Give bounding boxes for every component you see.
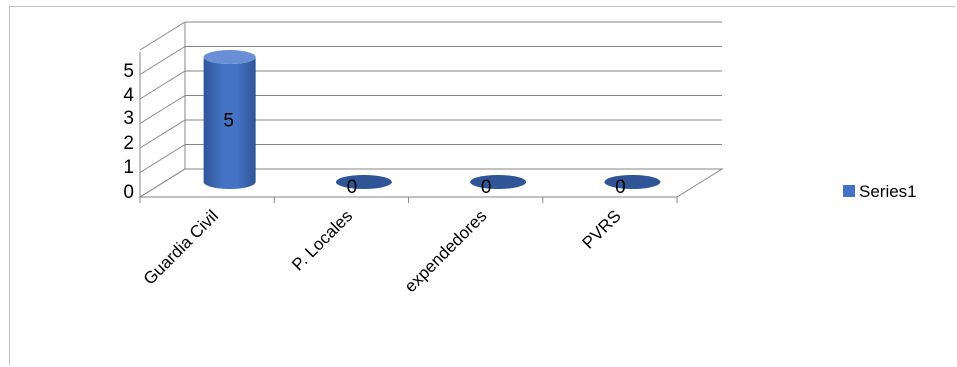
data-label: 0 — [481, 177, 492, 198]
y-tick-label: 0 — [123, 182, 134, 203]
y-tick-label: 4 — [123, 85, 134, 106]
legend-label: Series1 — [859, 182, 917, 201]
chart-area — [9, 6, 955, 365]
data-label: 5 — [223, 111, 234, 132]
bar-base — [470, 175, 527, 189]
bar: 5 — [203, 50, 256, 190]
bar: 0 — [470, 175, 527, 198]
y-tick-label: 1 — [123, 157, 134, 178]
bar-body — [203, 57, 256, 190]
y-tick-label: 3 — [123, 108, 134, 129]
x-tick-label: P. Locales — [288, 206, 356, 274]
chart-grid — [138, 21, 724, 198]
bar-base — [335, 175, 392, 189]
bar: 0 — [335, 175, 392, 198]
x-tick-label: PVRS — [579, 206, 625, 252]
y-tick-label: 2 — [123, 133, 134, 154]
legend-swatch — [843, 185, 855, 197]
x-tick-label: Guardia Civil — [140, 206, 222, 288]
y-tick-label: 5 — [123, 61, 134, 82]
x-axis: Guardia Civil P. Locales expendedores PVRS — [139, 197, 678, 296]
y-axis: 0 1 2 34 5 — [123, 61, 134, 203]
side-wall-line — [139, 46, 186, 75]
data-label: 0 — [615, 177, 626, 198]
chart-bars: 5 0 0 0 — [203, 50, 661, 198]
side-wall-line — [139, 70, 186, 100]
side-wall-line — [139, 168, 186, 198]
bar-base — [604, 175, 661, 189]
side-wall-line — [139, 144, 186, 173]
legend: Series1 — [843, 182, 917, 201]
data-label: 0 — [347, 177, 358, 198]
side-wall-line — [139, 119, 186, 149]
side-wall-line — [139, 21, 186, 51]
side-wall-line — [139, 95, 186, 124]
bar-top — [203, 50, 256, 65]
bar: 0 — [604, 175, 661, 198]
x-tick-label: expendedores — [401, 206, 491, 296]
